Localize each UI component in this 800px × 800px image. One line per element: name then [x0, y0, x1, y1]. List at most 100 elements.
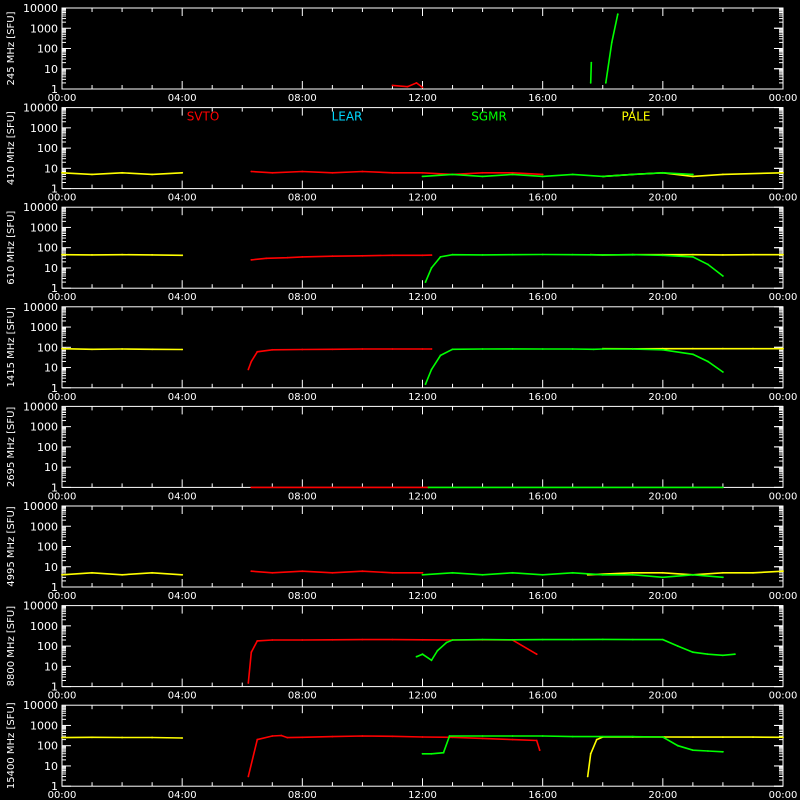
series-svto-point: [361, 570, 364, 573]
series-pale-point: [595, 738, 598, 741]
series-svto-point: [391, 254, 394, 257]
series-svto-point: [331, 571, 334, 574]
series-sgmr-point: [604, 82, 607, 84]
series-sgmr-point: [631, 173, 634, 176]
series-pale-point: [181, 254, 184, 257]
series-svto-point: [415, 82, 418, 84]
series-svto-point: [535, 653, 538, 656]
x-tick-label: 12:00: [408, 491, 437, 502]
x-tick-label: 04:00: [168, 790, 197, 800]
series-pale-point: [782, 253, 784, 256]
series-sgmr-point: [707, 263, 709, 266]
series-pale-point: [61, 736, 63, 739]
series-sgmr-line: [422, 171, 693, 178]
series-sgmr-point: [430, 659, 433, 662]
series-sgmr-point: [451, 173, 454, 176]
series-sgmr-line: [424, 348, 724, 385]
series-sgmr-point: [631, 253, 634, 256]
y-tick-label: 1000: [30, 719, 58, 732]
x-tick-label: 08:00: [288, 292, 317, 303]
series-pale-point: [586, 775, 589, 778]
legend-svto: SVTO: [187, 110, 220, 124]
y-tick-label: 10: [44, 660, 58, 673]
series-sgmr-line: [589, 62, 593, 83]
series-pale-point: [589, 752, 592, 755]
series-pale-point: [181, 171, 184, 174]
x-tick-label: 08:00: [288, 392, 317, 403]
series-sgmr-point: [439, 354, 442, 357]
panel-frame: [61, 206, 784, 289]
series-pale-point: [121, 253, 123, 256]
y-axis-label: 15400 MHz [SFU]: [6, 702, 17, 789]
series-svto-line: [247, 734, 541, 777]
panel-frame: [61, 405, 784, 488]
series-pale-point: [151, 254, 154, 256]
panel-frame: [61, 605, 784, 688]
series-sgmr-point: [421, 653, 424, 656]
series-pale-point: [121, 348, 123, 350]
y-tick-label: 1: [51, 382, 58, 395]
y-tick-label: 10: [44, 262, 58, 275]
y-axis-label: 8800 MHz [SFU]: [6, 606, 17, 687]
series-pale-point: [181, 348, 184, 351]
series-svto-point: [541, 173, 544, 176]
series-pale-point: [722, 736, 724, 738]
legend-lear: LEAR: [332, 110, 363, 124]
x-tick-label: 20:00: [648, 392, 677, 403]
series-pale-point: [752, 253, 754, 256]
series-pale-point: [722, 571, 724, 574]
x-tick-label: 12:00: [408, 790, 437, 800]
series-svto-point: [391, 638, 394, 641]
series-pale-point: [692, 253, 694, 256]
x-tick-label: 08:00: [288, 691, 317, 702]
legend-sgmr: SGMR: [471, 110, 507, 124]
series-pale-point: [782, 347, 784, 350]
series-pale-point: [782, 736, 784, 739]
y-tick-label: 100: [37, 142, 58, 155]
x-tick-label: 16:00: [528, 292, 557, 303]
series-sgmr-point: [511, 638, 514, 641]
series-pale-point: [91, 736, 93, 739]
x-tick-label: 08:00: [288, 790, 317, 800]
y-tick-label: 10000: [23, 699, 58, 712]
series-svto-point: [361, 348, 364, 350]
series-pale-point: [121, 573, 123, 576]
y-tick-label: 1: [51, 183, 58, 196]
y-tick-label: 1000: [30, 620, 58, 633]
x-tick-label: 16:00: [528, 193, 557, 204]
series-svto-point: [250, 170, 253, 173]
series-pale-point: [121, 171, 123, 174]
series-svto-point: [361, 170, 364, 173]
series-sgmr-point: [601, 254, 604, 256]
series-svto-point: [421, 86, 424, 89]
series-sgmr-point: [481, 638, 484, 641]
x-tick-label: 00:00: [769, 292, 798, 303]
x-tick-label: 00:00: [769, 691, 798, 702]
x-tick-label: 12:00: [408, 691, 437, 702]
series-svto-line: [251, 254, 432, 261]
series-svto-point: [406, 85, 409, 88]
y-tick-label: 1: [51, 83, 58, 96]
series-svto-point: [271, 171, 274, 174]
series-svto-point: [271, 735, 274, 737]
series-pale-point: [692, 736, 694, 738]
series-svto-point: [301, 736, 304, 739]
x-tick-label: 00:00: [769, 790, 798, 800]
x-tick-label: 12:00: [408, 93, 437, 104]
series-sgmr-point: [451, 639, 454, 641]
series-pale-point: [151, 173, 154, 176]
series-sgmr-point: [421, 752, 424, 755]
series-sgmr-point: [541, 735, 544, 737]
series-sgmr-point: [421, 573, 424, 576]
y-tick-label: 100: [37, 541, 58, 554]
x-tick-label: 00:00: [48, 691, 77, 702]
y-tick-label: 1000: [30, 122, 58, 135]
y-tick-label: 100: [37, 640, 58, 653]
series-sgmr-point: [427, 486, 430, 489]
series-sgmr-point: [511, 571, 514, 574]
series-sgmr-point: [571, 571, 574, 574]
series-sgmr-point: [692, 173, 694, 176]
series-svto-point: [511, 171, 514, 174]
series-svto-point: [451, 736, 454, 739]
